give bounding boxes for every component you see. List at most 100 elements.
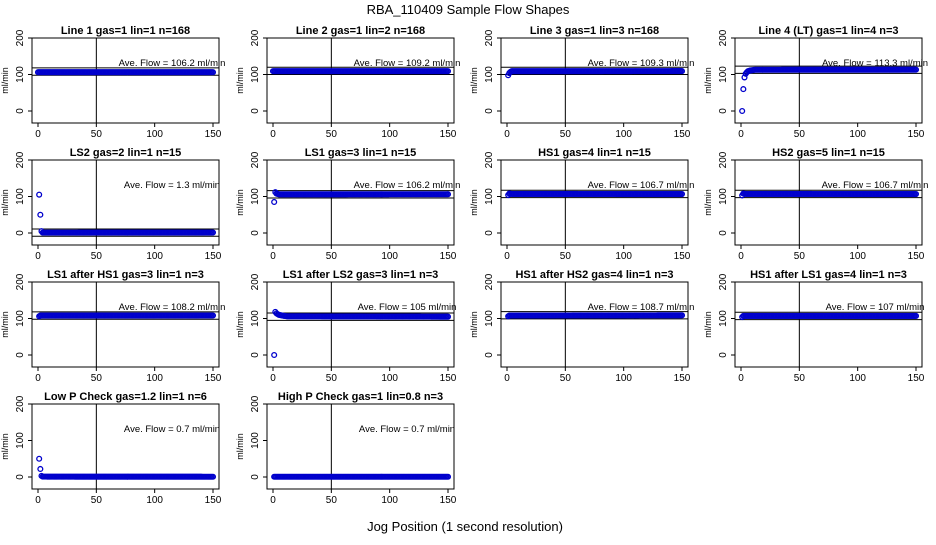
panel: Low P Check gas=1.2 lin=1 n=6 0 50 100 150 0 1… xyxy=(0,391,222,506)
x-tick-label: 100 xyxy=(849,251,866,262)
y-axis-label: ml/min xyxy=(703,67,713,94)
x-tick-label: 100 xyxy=(146,129,163,140)
x-tick-label: 50 xyxy=(794,129,806,140)
x-tick-label: 50 xyxy=(91,129,103,140)
data-point xyxy=(444,473,452,480)
y-tick-label: 100 xyxy=(718,188,729,205)
ave-flow-label: Ave. Flow = 107 ml/min xyxy=(826,302,925,313)
y-tick-label: 100 xyxy=(15,66,26,83)
ave-flow-label: Ave. Flow = 106.2 ml/min xyxy=(354,180,461,191)
panel: HS1 after HS2 gas=4 lin=1 n=3 0 50 100 150 0 1… xyxy=(469,269,694,384)
y-axis-label: ml/min xyxy=(469,189,479,216)
y-axis-label: ml/min xyxy=(703,311,713,338)
x-tick-label: 50 xyxy=(326,373,338,384)
y-tick-label: 0 xyxy=(15,474,26,480)
x-tick-label: 50 xyxy=(91,373,103,384)
x-tick-label: 150 xyxy=(674,251,691,262)
x-tick-label: 150 xyxy=(205,129,222,140)
plot-frame xyxy=(500,281,689,368)
data-point xyxy=(739,107,746,115)
plot-frame xyxy=(266,403,455,490)
panel: LS1 gas=3 lin=1 n=15 0 50 100 150 0 100 200 ml/m… xyxy=(235,147,460,262)
x-tick-label: 150 xyxy=(908,251,925,262)
x-tick-label: 50 xyxy=(560,251,572,262)
x-tick-label: 50 xyxy=(794,251,806,262)
x-tick-label: 100 xyxy=(615,129,632,140)
plot-frame xyxy=(31,159,220,246)
data-point xyxy=(37,465,44,473)
panel: Line 4 (LT) gas=1 lin=4 n=3 0 50 100 150 0 100… xyxy=(703,25,928,140)
x-tick-label: 150 xyxy=(674,373,691,384)
y-tick-label: 0 xyxy=(484,352,495,358)
plot-frame xyxy=(266,159,455,246)
x-tick-label: 50 xyxy=(560,373,572,384)
y-axis-label: ml/min xyxy=(469,67,479,94)
panel: LS1 after LS2 gas=3 lin=1 n=3 0 50 100 150 0 1… xyxy=(235,269,457,384)
x-tick-label: 0 xyxy=(270,495,276,506)
y-tick-label: 200 xyxy=(15,29,26,46)
x-tick-label: 100 xyxy=(146,495,163,506)
y-tick-label: 100 xyxy=(250,432,261,449)
x-tick-label: 150 xyxy=(440,251,457,262)
panel-title: HS1 after HS2 gas=4 lin=1 n=3 xyxy=(515,269,673,281)
x-tick-label: 100 xyxy=(381,251,398,262)
panel-title: LS1 gas=3 lin=1 n=15 xyxy=(305,147,417,159)
y-axis-label: ml/min xyxy=(235,189,245,216)
y-tick-label: 0 xyxy=(484,230,495,236)
panel-title: High P Check gas=1 lin=0.8 n=3 xyxy=(278,391,443,403)
y-tick-label: 100 xyxy=(250,188,261,205)
panel: Line 3 gas=1 lin=3 n=168 0 50 100 150 0 100 200… xyxy=(469,25,694,140)
y-tick-label: 200 xyxy=(250,273,261,290)
panel: Line 1 gas=1 lin=1 n=168 0 50 100 150 0 100 200… xyxy=(0,25,225,140)
y-tick-label: 0 xyxy=(15,230,26,236)
y-tick-label: 200 xyxy=(15,395,26,412)
y-tick-label: 200 xyxy=(718,29,729,46)
y-tick-label: 200 xyxy=(250,151,261,168)
plot-frame xyxy=(31,281,220,368)
y-tick-label: 0 xyxy=(250,108,261,114)
y-tick-label: 0 xyxy=(250,352,261,358)
panel-title: LS2 gas=2 lin=1 n=15 xyxy=(70,147,182,159)
x-tick-label: 100 xyxy=(849,129,866,140)
y-axis-label: ml/min xyxy=(0,433,10,460)
y-tick-label: 200 xyxy=(250,395,261,412)
data-point xyxy=(741,74,748,81)
data-point xyxy=(36,455,43,462)
x-tick-label: 150 xyxy=(674,129,691,140)
data-point xyxy=(271,351,278,359)
panel-title: HS1 gas=4 lin=1 n=15 xyxy=(538,147,651,159)
y-tick-label: 100 xyxy=(484,66,495,83)
x-tick-label: 100 xyxy=(615,373,632,384)
data-point xyxy=(678,68,686,75)
plot-frame xyxy=(734,37,923,124)
y-tick-label: 100 xyxy=(15,310,26,327)
y-axis-label: ml/min xyxy=(0,189,10,216)
data-point xyxy=(740,86,747,93)
y-tick-label: 200 xyxy=(484,29,495,46)
data-point xyxy=(444,191,452,198)
x-tick-label: 0 xyxy=(270,129,276,140)
y-tick-label: 200 xyxy=(484,151,495,168)
x-tick-label: 100 xyxy=(381,373,398,384)
y-tick-label: 0 xyxy=(15,352,26,358)
y-tick-label: 200 xyxy=(718,151,729,168)
panel: High P Check gas=1 lin=0.8 n=3 0 50 100 150 0… xyxy=(235,391,457,506)
panel: LS2 gas=2 lin=1 n=15 0 50 100 150 0 100 200 ml/m… xyxy=(0,147,222,262)
x-tick-label: 0 xyxy=(35,251,41,262)
x-tick-label: 0 xyxy=(738,129,744,140)
y-tick-label: 0 xyxy=(250,474,261,480)
ave-flow-label: Ave. Flow = 106.7 ml/min xyxy=(822,180,929,191)
panel: HS1 after LS1 gas=4 lin=1 n=3 0 50 100 150 0 1… xyxy=(703,269,925,384)
plot-frame xyxy=(500,159,689,246)
y-axis-label: ml/min xyxy=(235,433,245,460)
y-tick-label: 0 xyxy=(718,108,729,114)
data-point xyxy=(678,312,686,319)
x-tick-label: 150 xyxy=(440,373,457,384)
y-axis-label: ml/min xyxy=(0,67,10,94)
panel: Line 2 gas=1 lin=2 n=168 0 50 100 150 0 100 200… xyxy=(235,25,460,140)
data-point xyxy=(912,191,920,198)
data-point xyxy=(912,312,920,319)
x-tick-label: 50 xyxy=(326,495,338,506)
data-point xyxy=(209,69,217,76)
